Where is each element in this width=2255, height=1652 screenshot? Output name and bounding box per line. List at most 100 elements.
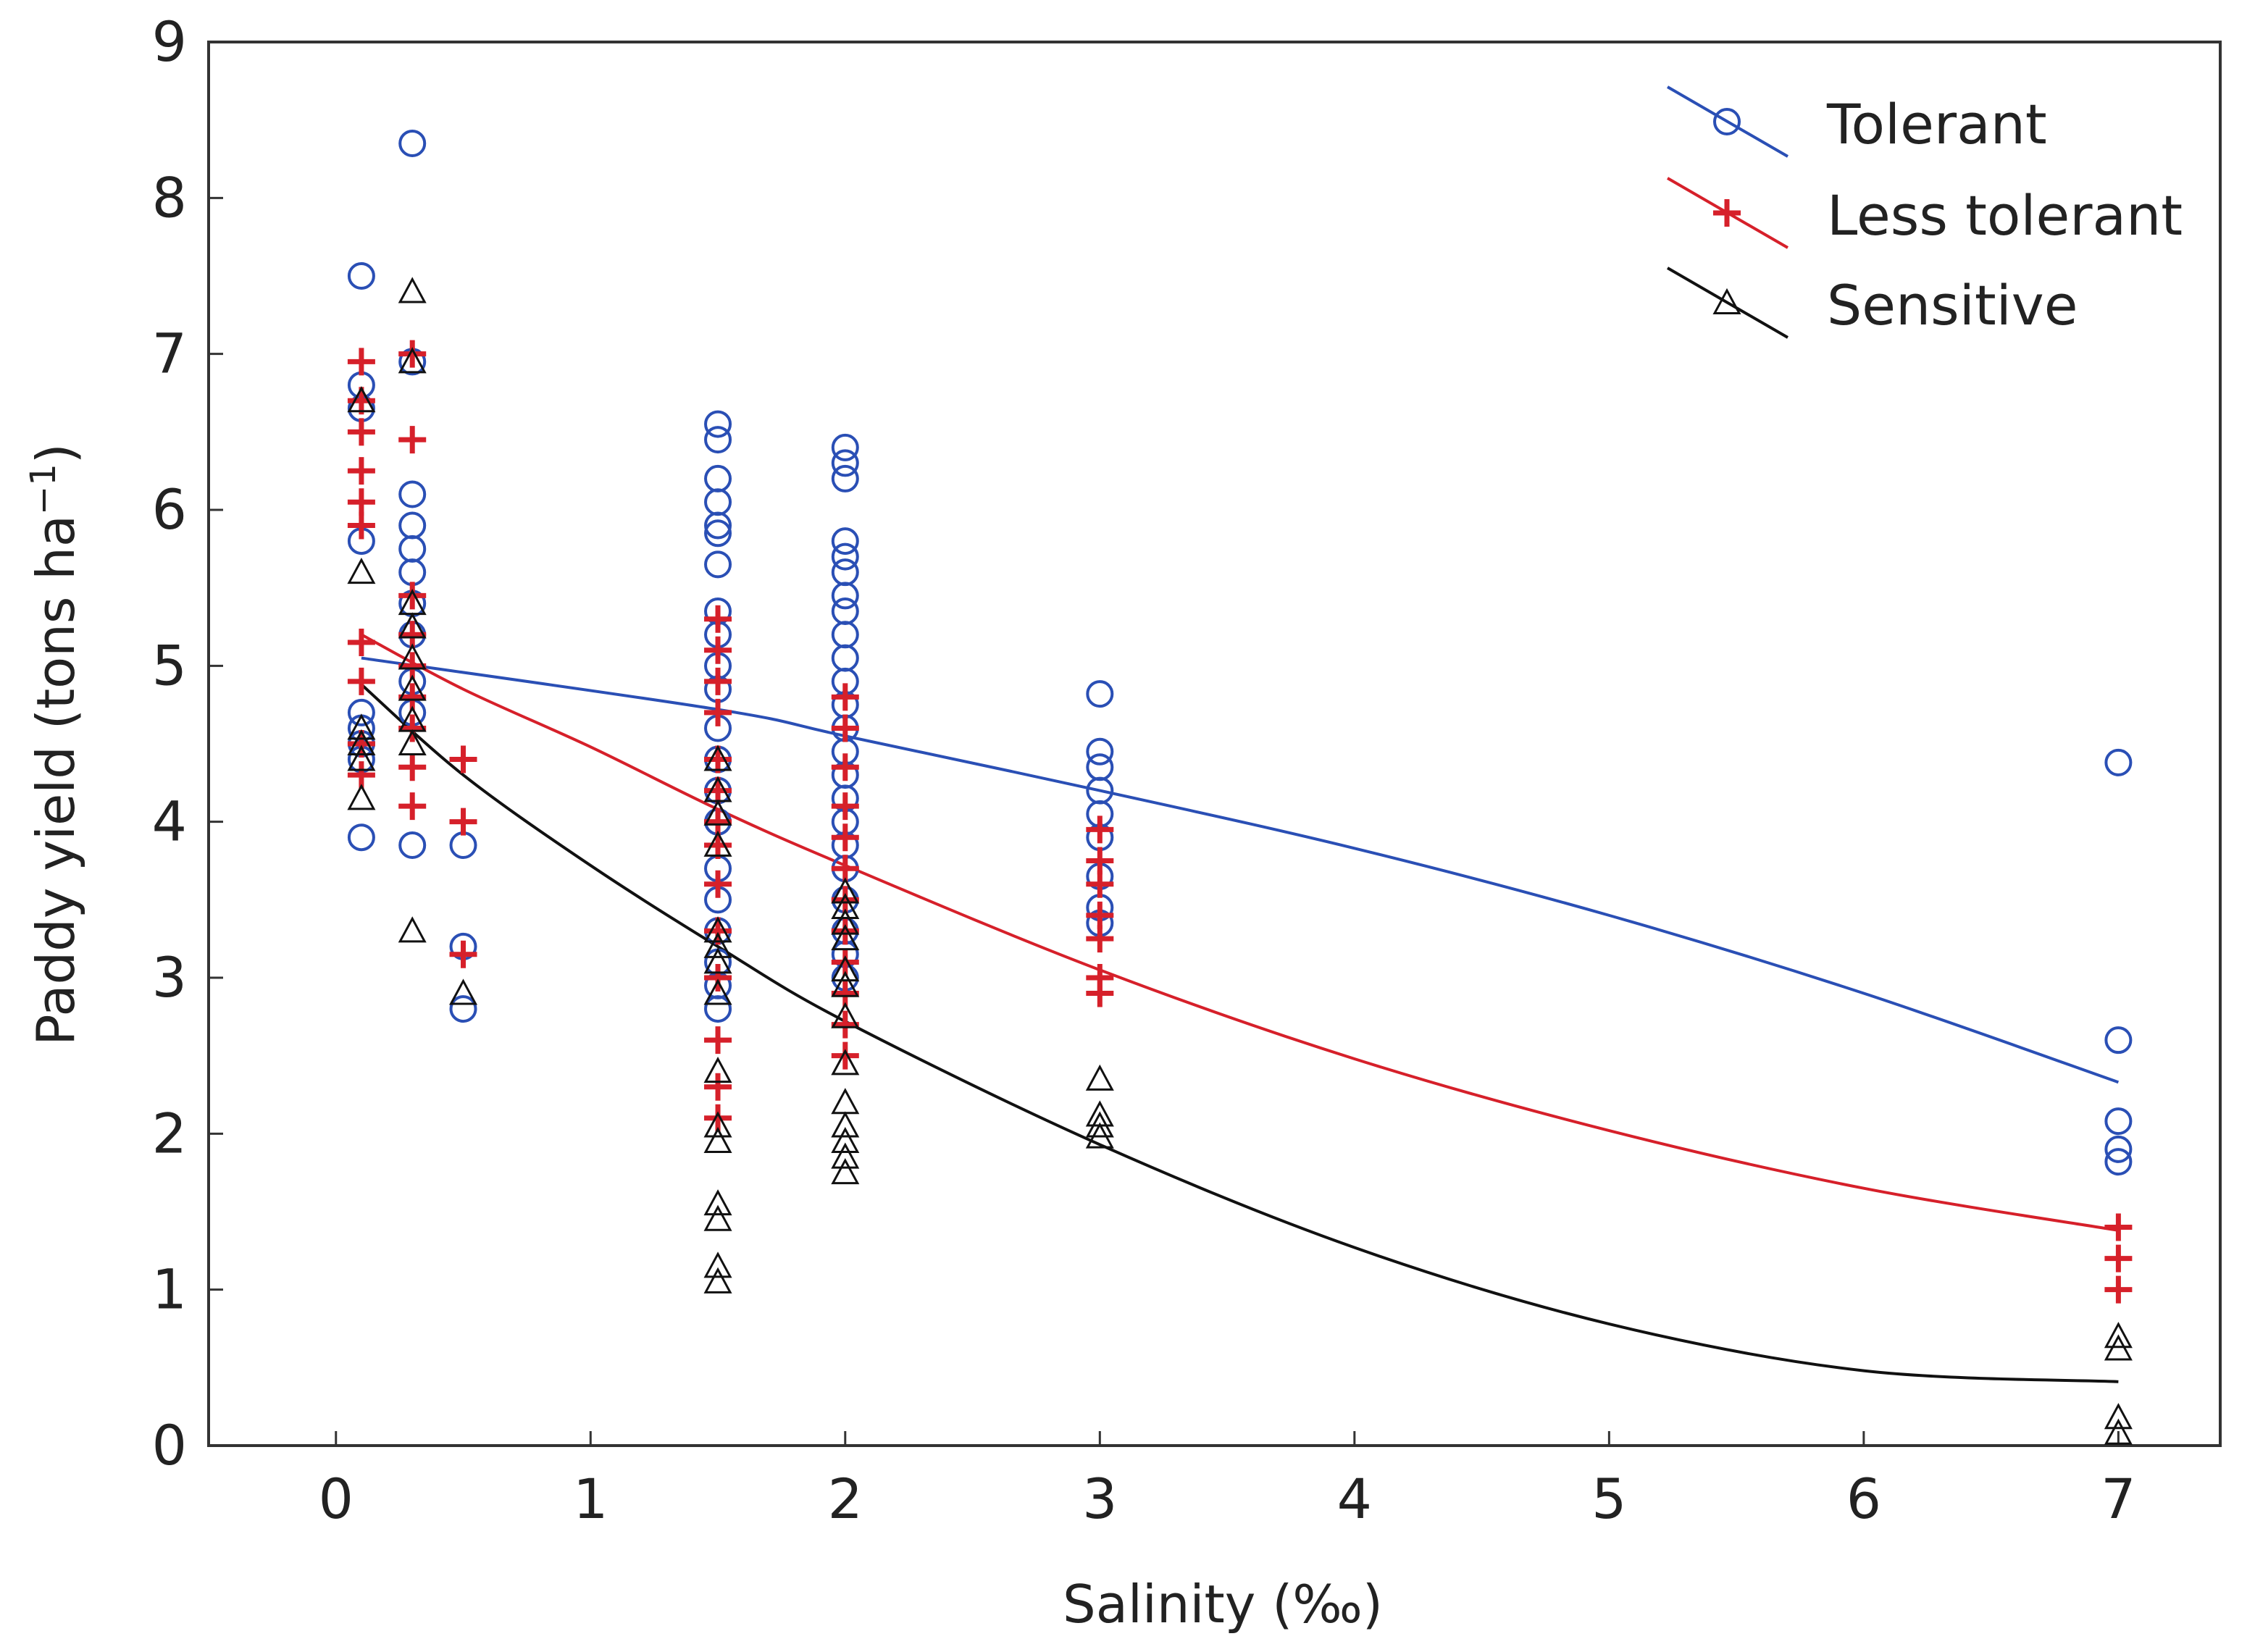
data-point xyxy=(1085,1122,1114,1149)
data-point xyxy=(2104,1418,2133,1445)
data-point xyxy=(347,488,375,516)
x-tick-label: 5 xyxy=(1591,1467,1626,1531)
data-point xyxy=(704,464,732,492)
data-point xyxy=(398,347,427,374)
data-point xyxy=(831,908,860,935)
legend-label: Sensitive xyxy=(1827,273,2078,337)
data-point xyxy=(831,542,859,571)
data-point xyxy=(398,534,427,563)
data-point xyxy=(831,1002,860,1028)
data-point xyxy=(831,877,860,904)
fit-lines xyxy=(360,633,2120,1383)
y-tick-label: 6 xyxy=(152,477,187,542)
y-axis-title-close: ) xyxy=(25,443,86,464)
data-point xyxy=(398,831,427,859)
legend: Tolerant Less tolerant Sensitive xyxy=(1666,85,2183,339)
data-point xyxy=(398,582,427,610)
data-point xyxy=(1086,680,1114,708)
data-point xyxy=(831,582,859,610)
data-point xyxy=(347,629,375,657)
data-point xyxy=(703,947,732,974)
data-point xyxy=(831,892,860,920)
data-point xyxy=(1086,753,1114,781)
y-axis-title-main: Paddy yield (tons ha xyxy=(25,515,86,1046)
data-point xyxy=(449,745,477,773)
y-tick-label: 7 xyxy=(152,322,187,386)
data-point xyxy=(831,644,859,672)
x-tick-label: 4 xyxy=(1337,1467,1372,1531)
data-point xyxy=(831,1041,859,1070)
data-point xyxy=(703,916,732,943)
data-point xyxy=(703,830,732,857)
data-point xyxy=(347,667,375,695)
data-point xyxy=(347,729,376,755)
data-point xyxy=(703,1111,732,1138)
data-point xyxy=(704,917,732,945)
data-point xyxy=(2104,1135,2133,1163)
data-point xyxy=(2104,1213,2133,1241)
legend-line xyxy=(1666,267,1789,339)
data-point xyxy=(704,410,732,438)
data-point xyxy=(398,916,427,943)
data-point xyxy=(449,831,477,859)
y-tick-label: 4 xyxy=(152,789,187,854)
data-point xyxy=(347,698,375,726)
y-axis-title-superscript: −1 xyxy=(23,464,64,515)
fit-line-circle xyxy=(361,656,2120,1084)
data-point xyxy=(449,940,477,968)
legend-marker xyxy=(1713,199,1741,227)
data-point xyxy=(704,698,732,726)
data-point xyxy=(831,1111,860,1138)
y-tick-label: 3 xyxy=(152,945,187,1010)
data-point xyxy=(831,924,860,951)
data-point xyxy=(704,550,732,579)
x-tick-label: 3 xyxy=(1082,1467,1117,1531)
y-tick-label: 2 xyxy=(152,1101,187,1165)
data-points xyxy=(347,129,2133,1445)
data-point xyxy=(2104,1107,2133,1136)
data-point xyxy=(347,418,375,446)
data-point xyxy=(2104,1148,2133,1176)
data-point xyxy=(398,612,427,639)
data-point xyxy=(2104,1334,2133,1361)
data-point xyxy=(831,1088,860,1115)
data-point xyxy=(704,511,732,540)
data-point xyxy=(347,823,375,852)
x-axis-title: Salinity (‰) xyxy=(1063,1574,1383,1635)
data-point xyxy=(347,387,375,415)
data-point xyxy=(449,995,477,1023)
data-point xyxy=(704,870,732,898)
data-point xyxy=(703,1189,732,1216)
data-point xyxy=(449,978,478,1005)
data-point xyxy=(1085,1064,1114,1091)
data-point xyxy=(704,964,732,991)
data-point xyxy=(398,558,427,587)
data-point xyxy=(704,745,732,773)
data-point xyxy=(1086,815,1114,844)
data-point xyxy=(398,729,427,755)
plot-frame xyxy=(207,41,2222,1447)
data-point xyxy=(704,488,732,516)
y-axis: 0 1 2 3 4 5 6 7 8 9 xyxy=(152,9,223,1477)
data-point xyxy=(831,558,859,587)
data-point xyxy=(347,262,375,290)
data-point xyxy=(2104,1244,2133,1272)
data-point xyxy=(831,714,859,742)
data-point xyxy=(347,386,376,413)
data-point xyxy=(398,129,427,157)
x-tick-label: 2 xyxy=(828,1467,863,1531)
data-point xyxy=(831,1049,860,1076)
legend-item: Tolerant xyxy=(1666,85,2047,158)
data-point xyxy=(703,931,732,958)
legend-label: Less tolerant xyxy=(1827,183,2183,248)
legend-item: Less tolerant xyxy=(1666,177,2183,249)
data-point xyxy=(347,348,375,376)
data-point xyxy=(831,683,859,711)
data-point xyxy=(831,1158,860,1185)
data-point xyxy=(2104,1322,2133,1349)
y-tick-label: 5 xyxy=(152,633,187,697)
data-point xyxy=(449,808,477,836)
data-point xyxy=(831,1142,860,1169)
data-point xyxy=(1086,737,1114,766)
